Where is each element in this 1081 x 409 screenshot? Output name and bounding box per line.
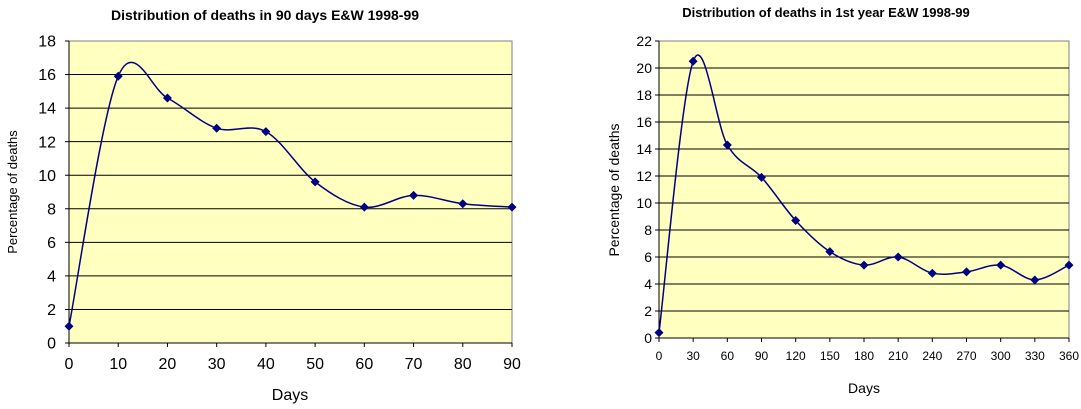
x-tick-label: 10 <box>109 356 127 373</box>
y-tick-label: 22 <box>636 33 652 49</box>
data-point <box>458 199 468 209</box>
x-tick-label: 50 <box>306 356 324 373</box>
y-axis-label: Percentage of deaths <box>5 130 20 254</box>
data-point <box>996 260 1006 270</box>
data-point <box>507 202 517 212</box>
chart-90-days: Distribution of deaths in 90 days E&W 19… <box>5 7 521 404</box>
gridlines <box>69 74 512 310</box>
y-tick-label: 4 <box>47 268 56 285</box>
data-point <box>757 172 766 182</box>
y-tick-label: 4 <box>644 276 652 292</box>
x-tick-label: 30 <box>208 356 226 373</box>
chart-title: Distribution of deaths in 90 days E&W 19… <box>111 7 419 23</box>
x-tick-label: 300 <box>991 349 1011 363</box>
x-tick-label: 90 <box>755 349 769 363</box>
y-tick-label: 16 <box>38 67 56 84</box>
x-tick-label: 240 <box>922 349 942 363</box>
data-point <box>359 202 369 212</box>
data-point <box>1064 260 1074 270</box>
y-tick-label: 14 <box>38 101 56 118</box>
x-axis-label: Days <box>848 380 880 396</box>
x-tick-label: 180 <box>854 349 874 363</box>
data-point <box>962 267 971 277</box>
x-axis: 0 10 20 30 40 50 60 70 80 90 <box>65 342 521 373</box>
data-point <box>791 216 801 226</box>
x-tick-label: 60 <box>721 349 735 363</box>
y-tick-label: 6 <box>644 249 652 265</box>
data-point <box>64 321 74 331</box>
y-tick-label: 18 <box>636 87 652 103</box>
data-point <box>722 140 732 150</box>
x-tick-label: 70 <box>405 356 423 373</box>
x-tick-label: 210 <box>888 349 908 363</box>
x-tick-label: 80 <box>454 356 472 373</box>
data-point <box>859 260 869 270</box>
data-point <box>212 123 222 133</box>
x-tick-label: 60 <box>355 356 373 373</box>
x-tick-label: 40 <box>257 356 275 373</box>
x-tick-label: 360 <box>1059 349 1079 363</box>
y-tick-label: 0 <box>47 336 56 353</box>
x-tick-label: 20 <box>159 356 177 373</box>
data-point <box>1030 275 1040 285</box>
x-axis: 0 30 60 90 120 150 180 210 240 270 300 330 360 <box>656 337 1079 363</box>
y-tick-label: 10 <box>636 195 652 211</box>
y-tick-label: 8 <box>644 222 652 238</box>
y-tick-label: 10 <box>38 168 56 185</box>
y-axis: 0 2 4 6 8 10 12 14 16 18 20 22 <box>636 33 660 346</box>
y-tick-label: 0 <box>644 330 652 346</box>
x-axis-label: Days <box>272 387 308 404</box>
y-tick-label: 2 <box>47 302 56 319</box>
data-point <box>409 190 419 200</box>
data-point <box>825 247 835 257</box>
y-tick-label: 8 <box>47 201 56 218</box>
y-tick-label: 20 <box>636 60 652 76</box>
x-tick-label: 120 <box>786 349 806 363</box>
data-point <box>261 127 271 137</box>
x-tick-label: 150 <box>820 349 840 363</box>
data-point <box>310 177 320 187</box>
x-tick-label: 330 <box>1025 349 1045 363</box>
x-tick-label: 270 <box>956 349 976 363</box>
y-tick-label: 16 <box>636 114 652 130</box>
data-point <box>688 56 698 66</box>
x-tick-label: 0 <box>656 349 663 363</box>
y-tick-label: 18 <box>38 34 56 51</box>
data-point <box>893 252 903 262</box>
y-axis-label: Percentage of deaths <box>606 123 622 256</box>
x-tick-label: 0 <box>65 356 74 373</box>
data-point <box>654 328 664 338</box>
y-tick-label: 14 <box>636 141 652 157</box>
plot-area <box>658 40 1070 339</box>
y-tick-label: 6 <box>47 235 56 252</box>
series-markers <box>64 71 517 331</box>
y-tick-label: 12 <box>636 168 652 184</box>
y-axis: 0 2 4 6 8 10 12 14 16 18 <box>38 34 70 353</box>
chart-title: Distribution of deaths in 1st year E&W 1… <box>682 5 970 20</box>
chart-1st-year: Distribution of deaths in 1st year E&W 1… <box>606 5 1079 396</box>
x-tick-label: 90 <box>503 356 521 373</box>
series-line <box>658 54 1070 333</box>
data-point <box>113 71 123 81</box>
y-tick-label: 2 <box>644 303 652 319</box>
data-point <box>162 93 172 103</box>
y-tick-label: 12 <box>38 134 56 151</box>
plot-area <box>68 40 513 344</box>
x-tick-label: 30 <box>686 349 700 363</box>
series-markers <box>654 56 1074 338</box>
data-point <box>927 268 937 278</box>
